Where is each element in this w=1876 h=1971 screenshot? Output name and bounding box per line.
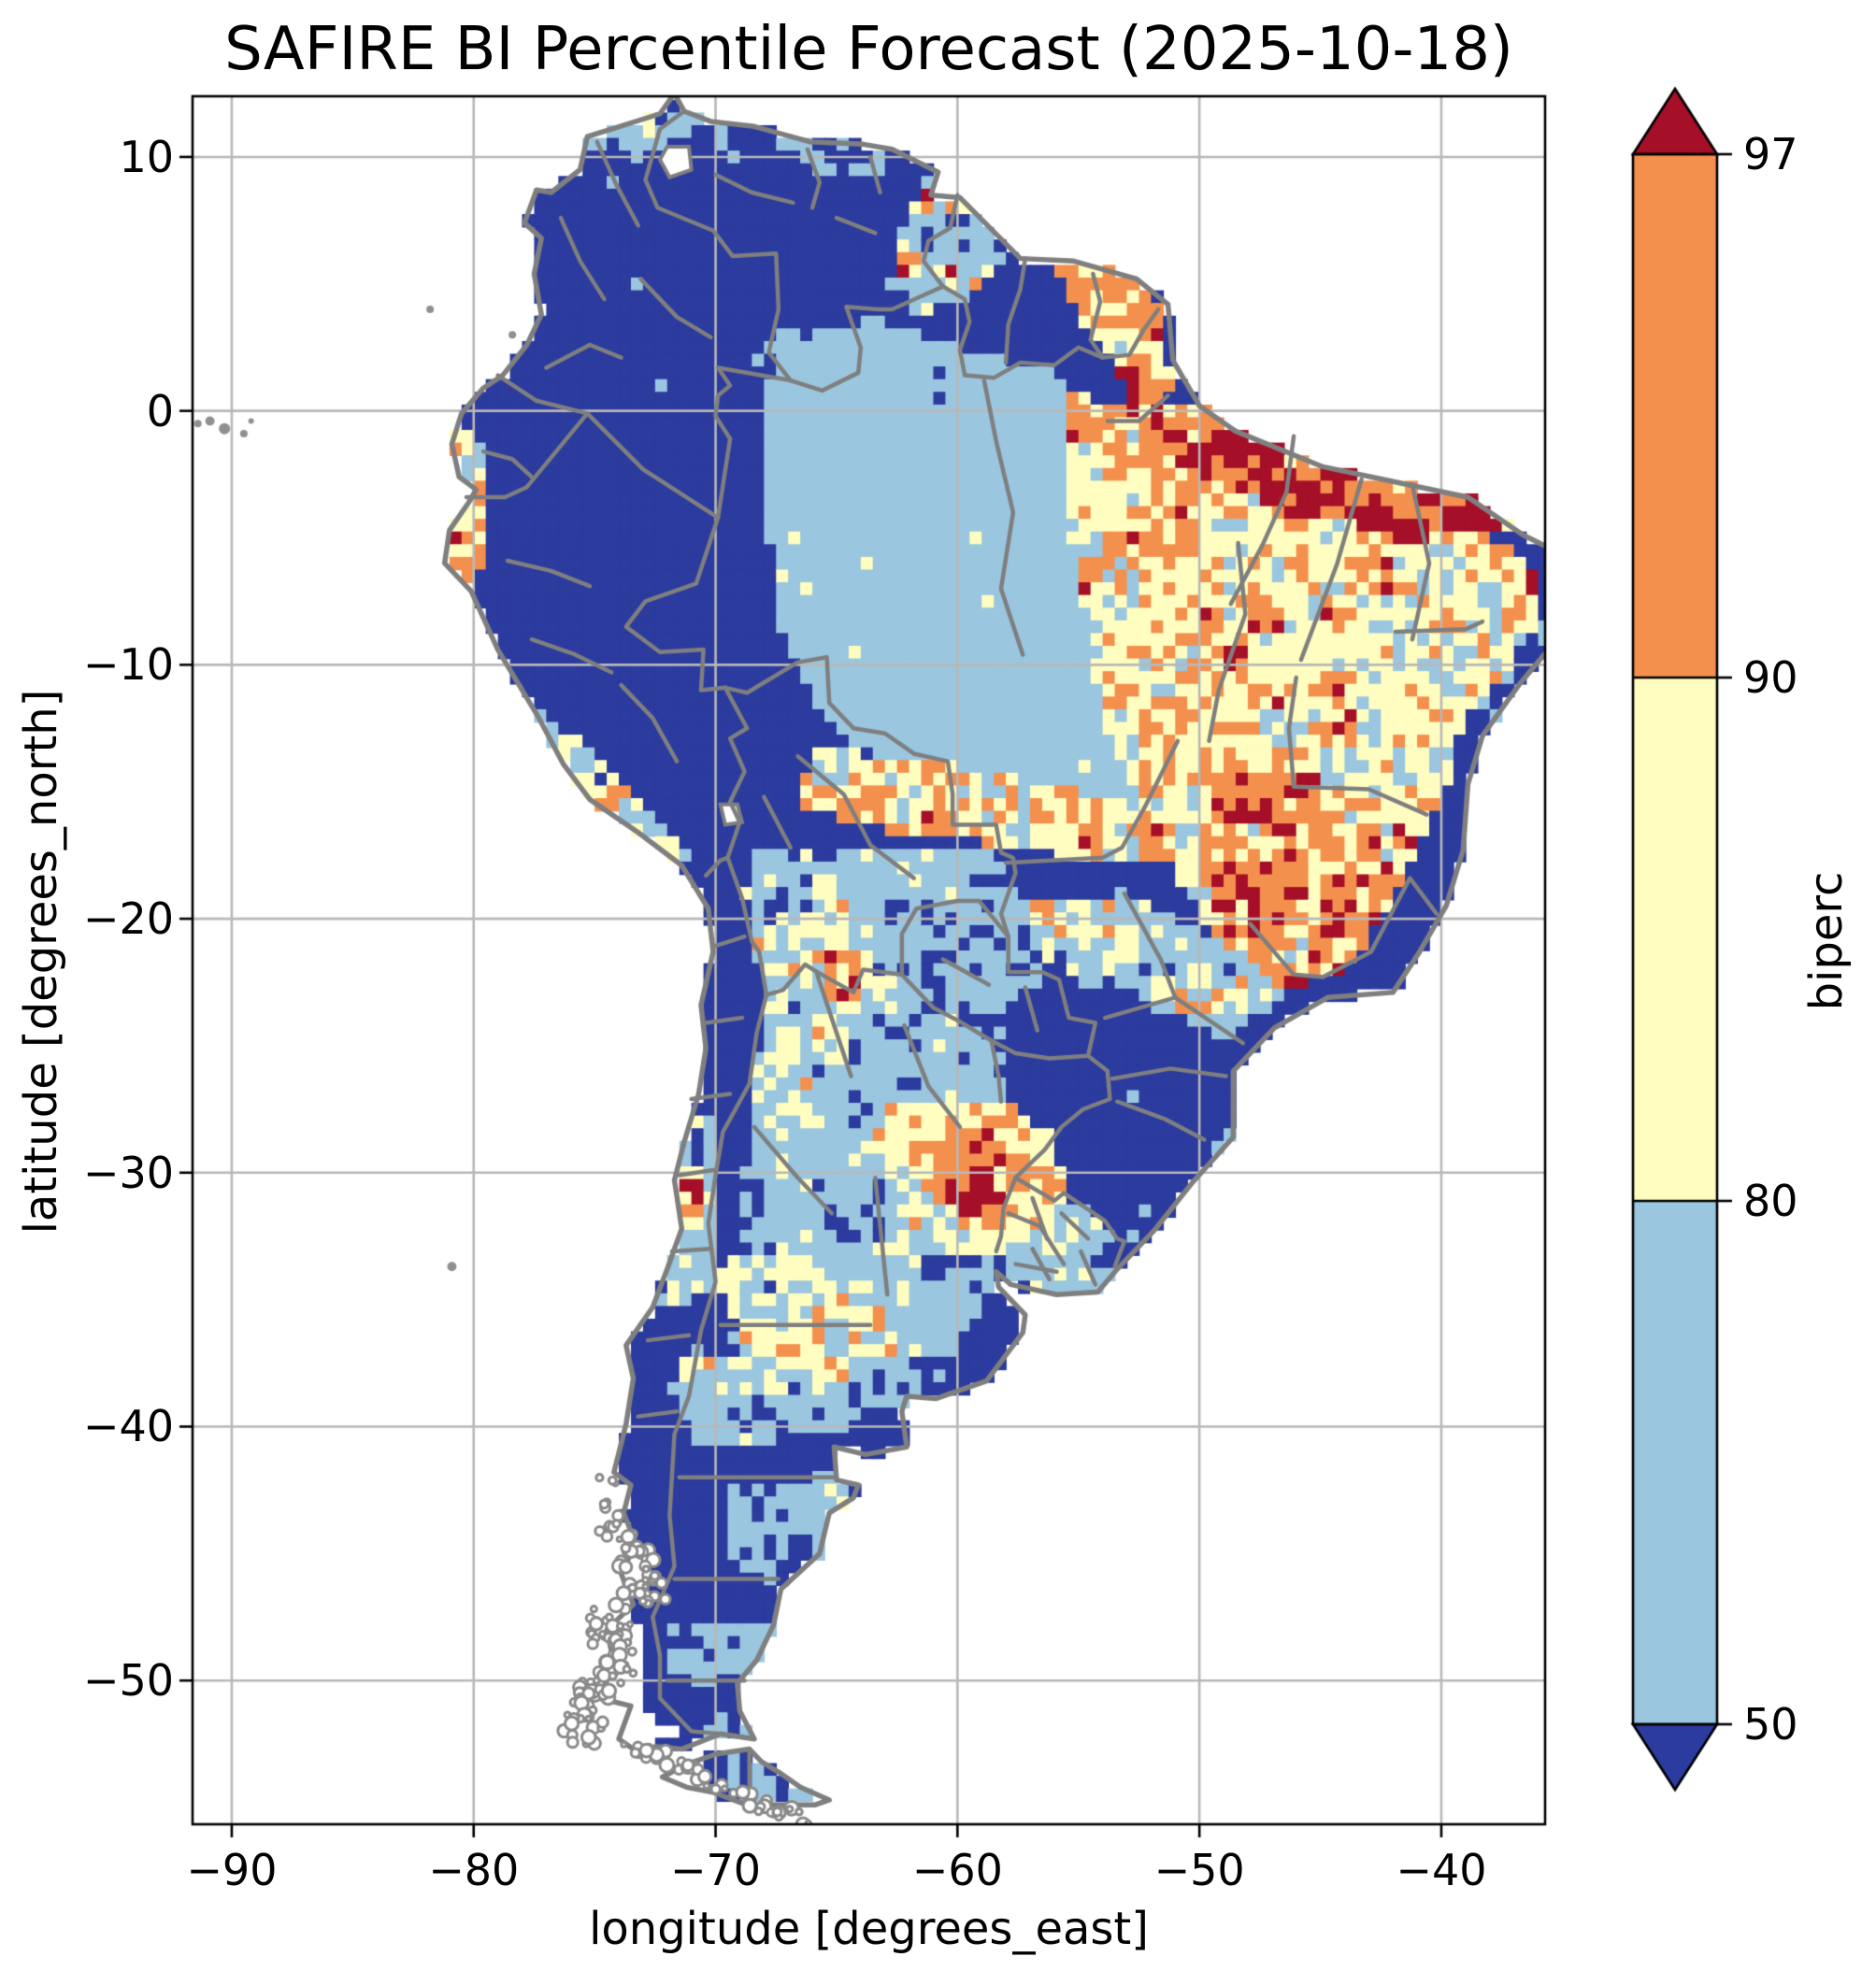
x-tick-label: −70: [669, 1845, 762, 1895]
y-tick-label: −10: [82, 639, 174, 691]
y-tick-label: −50: [82, 1655, 174, 1707]
y-tick-label: 0: [146, 385, 174, 436]
colorbar-tick-label: 90: [1743, 652, 1798, 703]
y-tick-label: −30: [82, 1147, 174, 1198]
y-tick-label: −40: [82, 1401, 174, 1452]
colorbar-tick-label: 80: [1743, 1176, 1798, 1226]
y-tick-label: 10: [119, 131, 174, 182]
colorbar-tick-label: 50: [1743, 1699, 1798, 1750]
x-tick-label: −90: [186, 1845, 278, 1895]
y-tick-label: −20: [82, 893, 174, 945]
x-tick-label: −50: [1153, 1845, 1245, 1895]
x-tick-label: −80: [428, 1845, 520, 1895]
colorbar-label: biperc: [1800, 871, 1853, 1011]
plot-title: SAFIRE BI Percentile Forecast (2025-10-1…: [224, 15, 1513, 84]
x-tick-label: −40: [1396, 1845, 1487, 1895]
x-axis-label: longitude [degrees_east]: [589, 1903, 1149, 1955]
x-tick-label: −60: [911, 1845, 1003, 1895]
colorbar-tick-label: 97: [1743, 129, 1798, 179]
